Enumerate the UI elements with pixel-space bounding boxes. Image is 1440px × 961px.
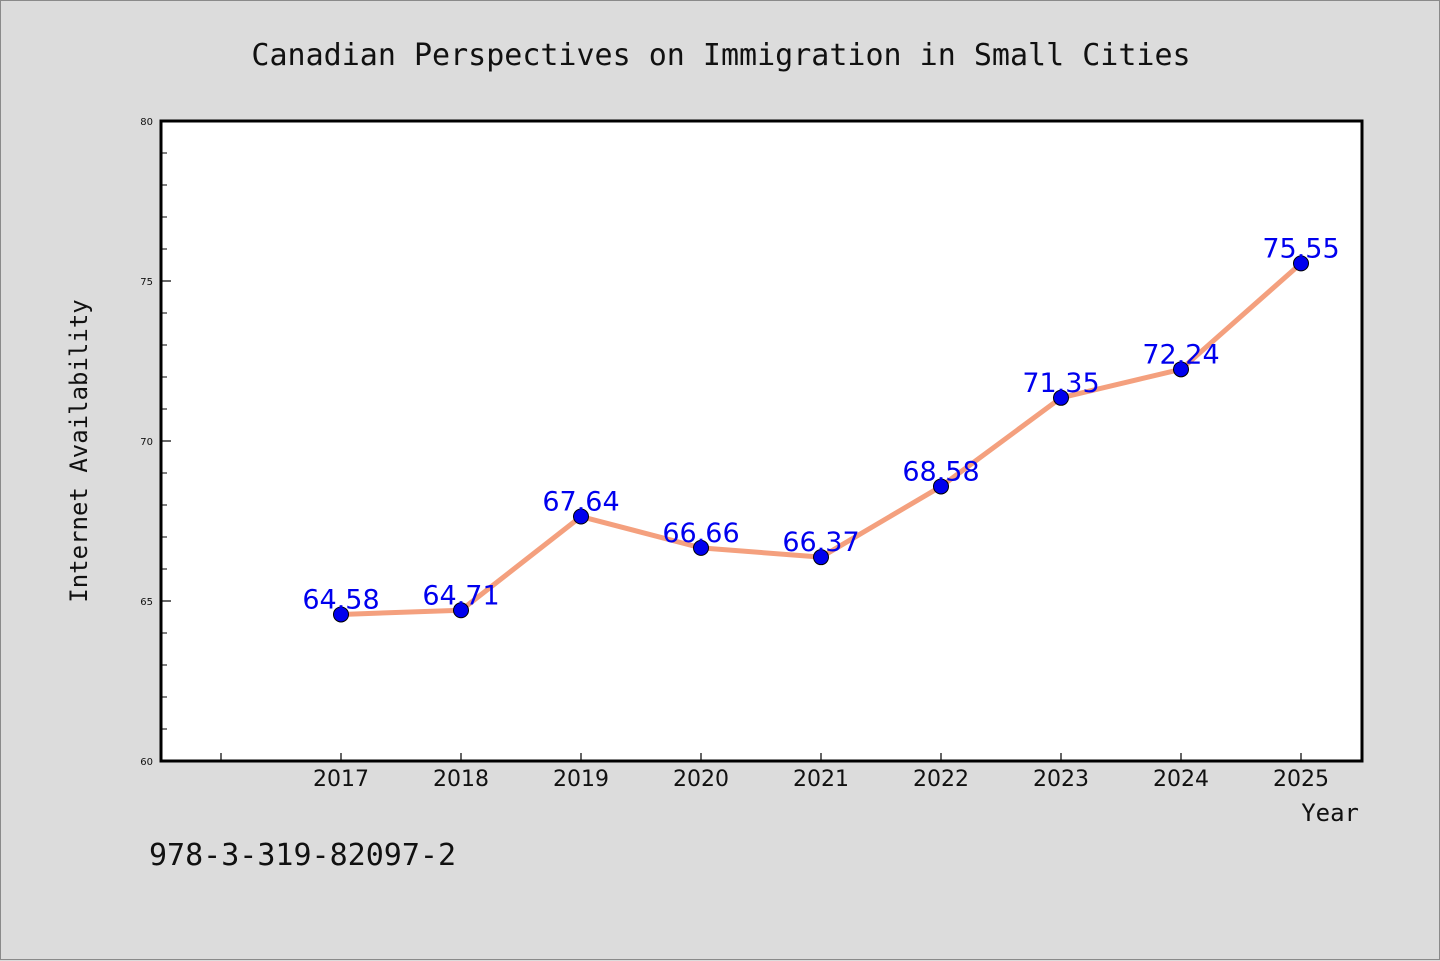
data-point xyxy=(573,508,589,525)
data-label: 67.64 xyxy=(542,487,619,518)
data-point xyxy=(1053,389,1069,406)
y-tick-label: 65 xyxy=(140,597,153,608)
y-tick-label: 60 xyxy=(140,757,153,768)
data-point xyxy=(933,478,949,495)
data-label-group: 64.58 64.71 67.64 66.66 66.37 68.58 71.35 72.24… xyxy=(302,233,1339,615)
data-label: 64.71 xyxy=(422,580,499,611)
x-axis: 2017 2018 2019 2020 2021 2022 2023 2024 2025 xyxy=(220,753,1329,792)
y-tick-label: 80 xyxy=(140,117,153,128)
data-label: 66.66 xyxy=(662,518,739,549)
data-point xyxy=(813,549,829,566)
data-label: 68.58 xyxy=(902,456,979,487)
y-axis: 60 65 70 75 80 xyxy=(140,117,171,768)
data-label: 64.58 xyxy=(302,584,379,615)
x-tick-label: 2019 xyxy=(553,767,609,792)
y-tick-label: 70 xyxy=(140,437,153,448)
x-axis-label: Year xyxy=(1301,799,1359,827)
x-tick-label: 2025 xyxy=(1273,767,1329,792)
data-point xyxy=(1293,255,1309,272)
y-axis-label: Internet Availability xyxy=(65,299,93,602)
data-label: 66.37 xyxy=(782,527,859,558)
data-point xyxy=(333,606,349,623)
data-point xyxy=(1173,361,1189,378)
data-label: 72.24 xyxy=(1142,339,1219,370)
x-tick-label: 2020 xyxy=(673,767,729,792)
x-tick-label: 2023 xyxy=(1033,767,1089,792)
series-line-group xyxy=(333,255,1309,623)
x-tick-label: 2022 xyxy=(913,767,969,792)
data-point xyxy=(453,602,469,619)
isbn-annotation: 978-3-319-82097-2 xyxy=(149,838,456,873)
data-label: 75.55 xyxy=(1262,233,1339,264)
x-tick-label: 2017 xyxy=(313,767,369,792)
data-point xyxy=(693,539,709,556)
chart-title: Canadian Perspectives on Immigration in … xyxy=(251,38,1190,73)
x-tick-label: 2024 xyxy=(1153,767,1209,792)
data-label: 71.35 xyxy=(1022,368,1099,399)
y-tick-label: 75 xyxy=(140,277,153,288)
plot-area xyxy=(159,119,1364,763)
x-tick-label: 2018 xyxy=(433,767,489,792)
x-tick-label: 2021 xyxy=(793,767,849,792)
